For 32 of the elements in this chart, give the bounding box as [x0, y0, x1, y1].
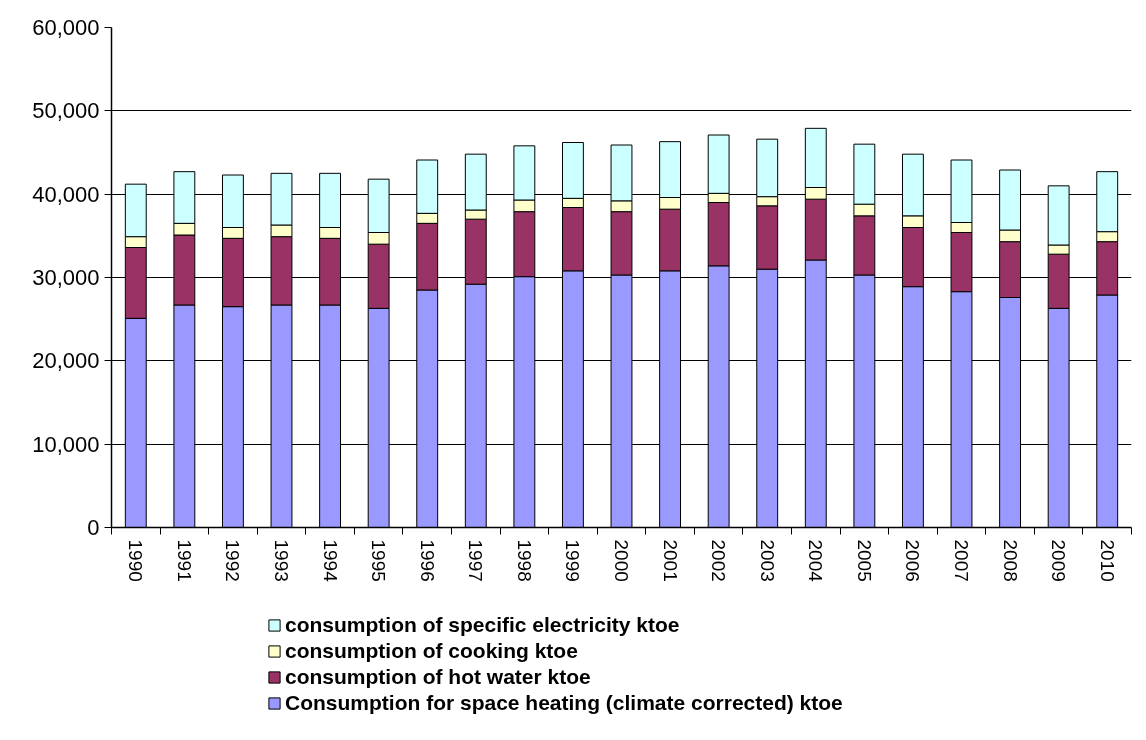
- y-tick-label: 50,000: [32, 98, 100, 124]
- x-tick-label: 2003: [756, 539, 778, 582]
- x-tick-label: 2001: [659, 539, 681, 582]
- y-tick-label: 30,000: [32, 265, 100, 290]
- x-tick-label: 2007: [951, 539, 972, 582]
- x-tick-label: 2000: [611, 539, 632, 582]
- y-tick-label: 60,000: [32, 15, 100, 40]
- legend-label: consumption of specific electricity ktoe: [285, 612, 680, 638]
- x-tick-label: 1993: [271, 539, 292, 582]
- x-tick-label: 1994: [319, 539, 341, 583]
- x-tick-label: 1998: [513, 539, 535, 582]
- legend-label: Consumption for space heating (climate corrected) ktoe: [285, 690, 843, 716]
- x-tick-label: 2009: [1048, 539, 1070, 582]
- x-tick-label: 1995: [368, 539, 390, 582]
- x-tick-label: 1990: [125, 539, 147, 582]
- x-tick-label: 1996: [416, 539, 438, 582]
- x-tick-label: 2002: [708, 539, 730, 582]
- x-tick-label: 1991: [173, 539, 195, 582]
- x-tick-label: 2006: [902, 539, 924, 582]
- y-tick-label: 10,000: [32, 431, 100, 457]
- x-tick-label: 1992: [222, 539, 244, 582]
- x-tick-label: 2008: [999, 539, 1021, 582]
- x-tick-label: 2010: [1096, 539, 1118, 582]
- legend-label: consumption of hot water ktoe: [285, 664, 591, 690]
- y-tick-label: 20,000: [32, 348, 100, 374]
- legend-label: consumption of cooking ktoe: [285, 638, 578, 664]
- x-tick-label: 1999: [562, 539, 584, 582]
- y-tick-label: 40,000: [32, 181, 100, 207]
- x-tick-label: 2005: [853, 539, 875, 582]
- x-tick-label: 2004: [805, 539, 827, 583]
- x-tick-label: 1997: [465, 539, 487, 582]
- y-tick-label: 0: [87, 515, 100, 540]
